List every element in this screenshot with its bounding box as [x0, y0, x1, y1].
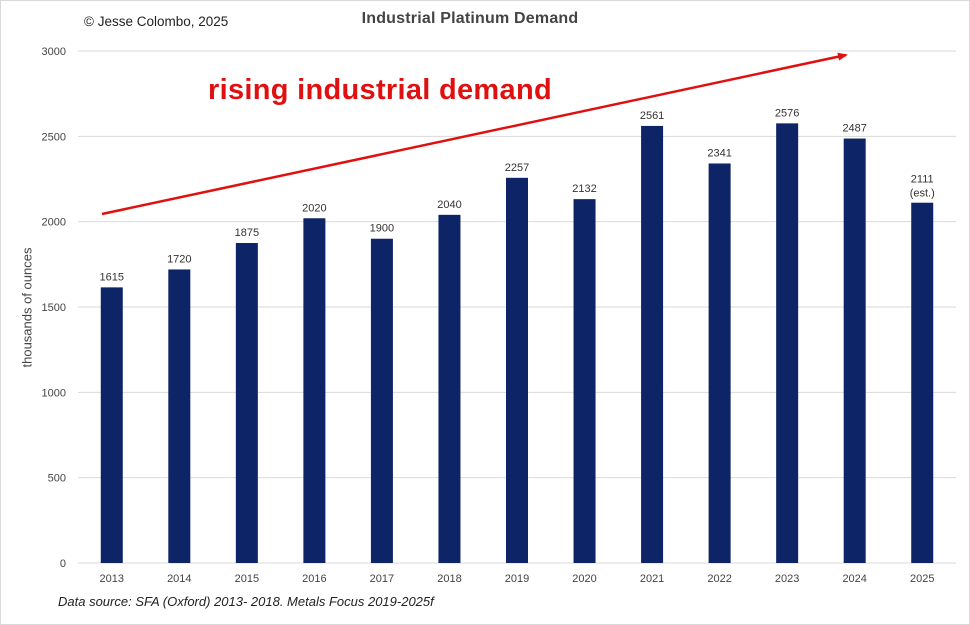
- y-tick-label: 1500: [42, 302, 66, 314]
- data-label-2024: 2487: [842, 123, 866, 135]
- bar-2013: [100, 287, 123, 563]
- x-tick-label: 2025: [910, 573, 934, 585]
- bar-2025: [911, 202, 934, 564]
- copyright-text: © Jesse Colombo, 2025: [84, 14, 229, 29]
- y-axis-ticks: 0 500 1000 1500 2000 2500 3000: [42, 46, 66, 570]
- data-label-2016: 2020: [302, 202, 326, 214]
- x-tick-label: 2015: [235, 573, 259, 585]
- y-tick-label: 2500: [42, 131, 66, 143]
- x-tick-label: 2021: [640, 573, 664, 585]
- x-tick-label: 2017: [370, 573, 394, 585]
- x-axis-ticks: 2013 2014 2015 2016 2017 2018 2019 2020 2021 2022…: [100, 573, 935, 585]
- data-label-2018: 2040: [437, 199, 461, 211]
- chart-title: Industrial Platinum Demand: [0, 10, 970, 28]
- trend-arrow: [101, 52, 848, 216]
- data-label-2015: 1875: [235, 227, 259, 239]
- bars: [100, 123, 934, 564]
- x-tick-label: 2022: [707, 573, 731, 585]
- bar-2024: [843, 138, 866, 563]
- x-tick-label: 2014: [167, 573, 191, 585]
- bar-2018: [438, 214, 461, 563]
- data-label-2013: 1615: [100, 271, 124, 283]
- y-tick-label: 1000: [42, 387, 66, 399]
- y-tick-label: 3000: [42, 46, 66, 58]
- data-labels: 1615 1720 1875 2020 1900 2040 2257 2132 2561 2341…: [100, 107, 935, 283]
- bar-2015: [235, 243, 258, 563]
- y-tick-label: 500: [48, 473, 66, 485]
- bar-2014: [168, 269, 191, 563]
- bar-2019: [506, 177, 528, 563]
- data-label-2014: 1720: [167, 253, 191, 265]
- data-label-2025: 2111: [911, 174, 934, 186]
- data-label-2023: 2576: [775, 107, 799, 119]
- estimate-note: (est.): [910, 188, 935, 200]
- x-tick-label: 2019: [505, 573, 529, 585]
- y-tick-label: 0: [60, 558, 66, 570]
- x-tick-label: 2016: [302, 573, 326, 585]
- data-label-2019: 2257: [505, 162, 529, 174]
- y-tick-label: 2000: [42, 217, 66, 229]
- x-tick-label: 2013: [100, 573, 124, 585]
- x-tick-label: 2023: [775, 573, 799, 585]
- data-label-2021: 2561: [640, 110, 664, 122]
- bar-2023: [776, 123, 799, 563]
- bar-2020: [573, 199, 596, 563]
- bar-2021: [641, 125, 664, 563]
- x-tick-label: 2020: [572, 573, 596, 585]
- data-label-2022: 2341: [707, 147, 731, 159]
- x-tick-label: 2024: [842, 573, 866, 585]
- data-label-2017: 1900: [370, 223, 394, 235]
- source-note: Data source: SFA (Oxford) 2013- 2018. Me…: [58, 594, 434, 609]
- bar-2017: [370, 238, 393, 563]
- bar-2022: [708, 163, 731, 563]
- x-tick-label: 2018: [437, 573, 461, 585]
- trend-annotation: rising industrial demand: [208, 74, 552, 106]
- bar-2016: [303, 218, 326, 563]
- chart-title-text: Industrial Platinum Demand: [361, 10, 579, 27]
- data-label-2020: 2132: [572, 183, 596, 195]
